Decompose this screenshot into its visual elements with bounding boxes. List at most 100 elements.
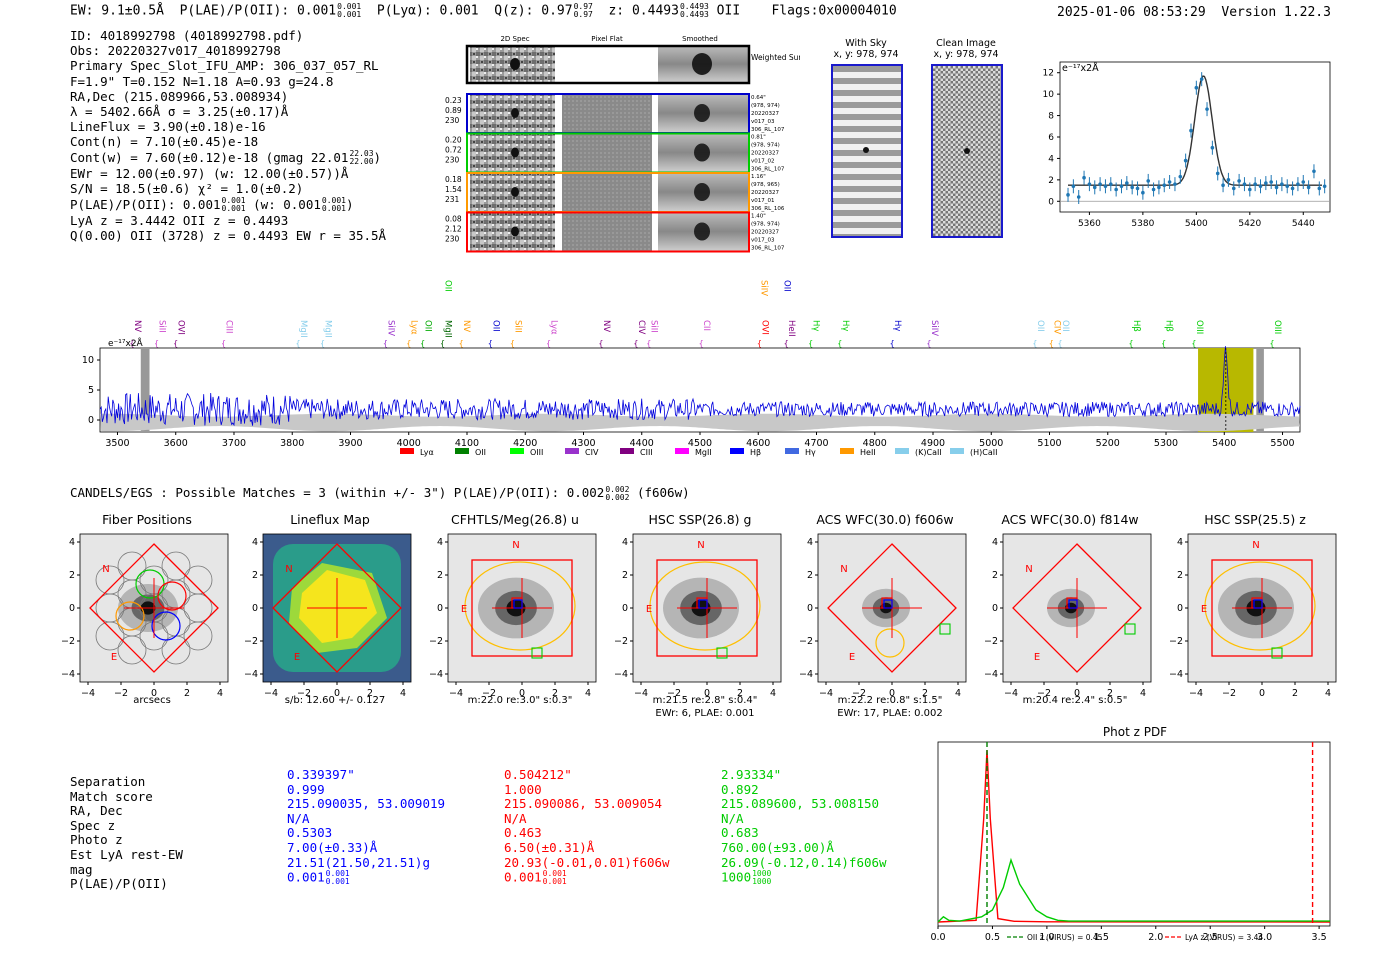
legend-swatch [455,448,469,454]
legend-swatch [785,448,799,454]
panel-x-tick-label: 0 [151,688,157,699]
panel-x-tick-label: 2 [184,688,190,699]
cutout-row-meta: 1.16" [751,174,766,180]
clean-source [964,148,970,154]
spectrum-axes: 3500 3600 3700 3800 3900 4000 4100 4200 4300 4400… [82,355,1295,449]
legend-label: HeII [860,448,876,457]
row-label: Separation [70,774,146,789]
cutout-smooth-source [694,104,710,122]
line-marker-label: OII [423,320,433,332]
cutout-smooth-source [694,183,710,201]
line-marker-label: SiII [512,320,522,333]
x-tick-label: 2.5 [1203,932,1218,943]
weighted-sum-label: Weighted Sum [751,53,800,62]
line-marker-brace: { [1049,339,1054,348]
x-tick-label: 4200 [513,438,537,449]
panel-y-tick-label: 4 [1177,537,1183,548]
panel-y-tick-label: 4 [252,537,258,548]
legend-swatch [840,448,854,454]
fiber-red [157,581,187,611]
data-point [1103,184,1108,189]
line-marker-label-upper: OII [782,280,792,292]
panel-y-tick-label: 4 [992,537,998,548]
line-fit-unit: e⁻¹⁷x2Å [1062,62,1099,74]
panel-x-tick-label: −2 [852,688,866,699]
row-label: Est LyA rest-EW [70,846,183,862]
full-spectrum-chart: NV{SiII{OVI{CIII{MgII{MgII{SiIV{Lyα{OII{… [82,280,1301,457]
y-tick-label: 10 [82,355,94,366]
line-marker-label: Hγ [840,320,850,331]
data-point [1306,185,1311,190]
panel-x-tick-label: 0 [1074,688,1080,699]
spectrum-cutouts: 2D Spec Pixel Flat Smoothed Weighted Sum… [440,32,806,262]
photz-frame [937,741,1331,927]
panel-x-tick-label: −2 [297,688,311,699]
panel-y-tick-label: −2 [245,636,258,647]
panel-y-tick-label: −2 [62,636,75,647]
datetime: 2025-01-06 08:53:29 [1057,5,1206,20]
panel-x-tick-label: 0 [519,688,525,699]
fiber-blue [151,611,181,641]
panel-x-tick-label: −2 [667,688,681,699]
line-marker-brace: { [1057,339,1062,348]
line-marker-brace: { [837,339,842,348]
aperture-ellipse [875,628,905,658]
line-fit-axes: 5360 5380 5400 5420 5440 0 2 4 6 8 10 12 [1043,69,1330,229]
source-box-blue [1253,599,1263,609]
legend-swatch [400,448,414,454]
line-marker-brace: { [646,339,651,348]
data-point [1114,187,1118,192]
info-ewr: EWr = 12.00(±0.97) (w: 12.00(±0.57))Å [70,166,349,182]
line-marker-brace: { [890,339,895,348]
data-point [1264,181,1268,185]
panel-x-tick-label: 2 [1292,688,1298,699]
plae-fraction: 0.001 0.001 [337,2,362,19]
cutout-row-meta: 20220327 [751,230,779,236]
cutout-row-meta: 20220327 [751,190,779,196]
with-sky-source [863,147,869,153]
legend-label: (H)CaII [970,448,997,457]
aperture-ellipse [649,561,761,651]
line-marker-brace: { [383,339,388,348]
line-marker-label-upper: SiIV [758,280,768,296]
cutout-row-meta: (978, 974) [751,103,780,109]
data-point [1194,85,1199,90]
row-label: RA, Dec [70,803,123,819]
data-point [1296,182,1300,186]
info-fwhm: F=1.9" T=0.152 N=1.18 A=0.93 g=24.8 [70,73,334,89]
photz-title: Phot z PDF [1103,725,1167,739]
panel-x-tick-label: 0 [889,688,895,699]
cutout-row-meta: v017_01 [751,198,775,204]
line-marker-brace: { [459,339,464,348]
cutout-flat [562,173,652,211]
cutout-2d-source [511,226,519,237]
panel-y-tick-label: −2 [1170,636,1183,647]
compass-east: E [1034,652,1040,663]
data-point [1301,180,1306,184]
compass-north: N [102,564,109,575]
panel-x-tick-label: 4 [217,688,223,699]
line-marker-brace: { [633,339,638,348]
data-point [1231,186,1236,191]
cutout-row-meta: (978, 974) [751,143,780,149]
panel-y-tick-label: −2 [985,636,998,647]
data-point [1317,186,1322,191]
panel-title: HSC SSP(25.5) z [1204,512,1306,527]
y-tick-label: 10 [1043,90,1055,100]
line-marker-label: OII [1035,320,1045,332]
x-tick-label: 5500 [1270,438,1294,449]
fiber-circle [117,551,147,581]
line-marker-brace: { [926,339,931,348]
y-tick-label: 0 [88,415,94,426]
line-marker-label: CIII [223,320,233,333]
line-marker-brace: { [406,339,411,348]
cutout-row-meta: 20220327 [751,151,779,157]
row-label: P(LAE)/P(OII) [70,876,168,892]
weighted-sum-row: Weighted Sum [465,44,806,85]
panel-x-tick-label: 4 [1140,688,1146,699]
footprint-diamond [89,543,219,673]
match-column-2: 0.504212" 1.000 215.090086, 53.009054 N/A 0.… [504,767,670,887]
line-marker-label: MgII [298,320,308,338]
